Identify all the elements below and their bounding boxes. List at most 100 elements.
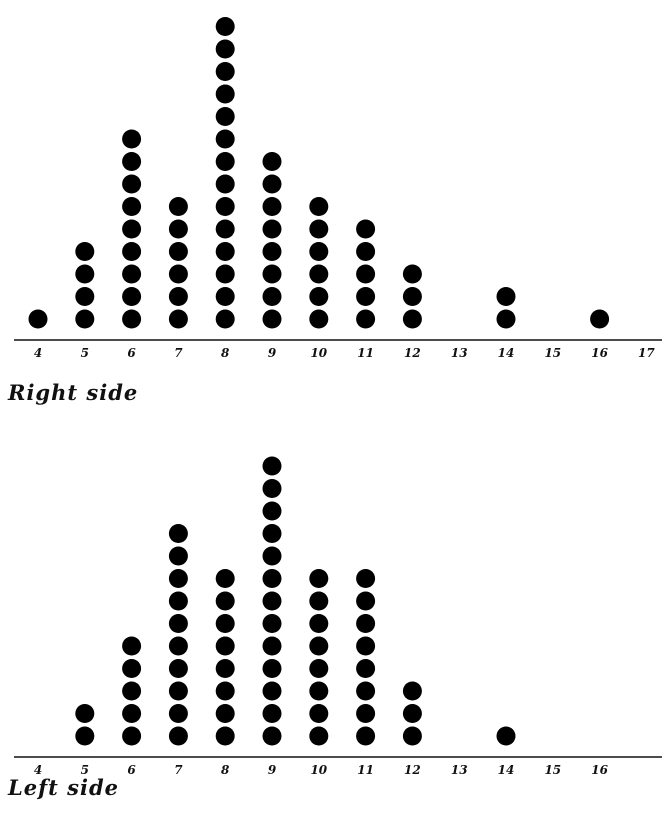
data-point — [262, 242, 282, 261]
data-point — [262, 152, 282, 171]
x-tick-label: 16 — [591, 763, 608, 777]
data-point — [262, 264, 282, 284]
data-point — [402, 704, 422, 723]
right-side-plot: 4 5 6 7 8 9 10 11 12 13 14 15 16 17 — [14, 17, 662, 360]
x-tick-label: 4 — [34, 346, 42, 360]
x-tick-label: 5 — [81, 763, 89, 777]
data-point — [262, 197, 282, 216]
data-point — [122, 242, 142, 261]
x-tick-label: 12 — [404, 763, 421, 777]
x-tick-label: 9 — [268, 346, 277, 360]
x-tick-label: 6 — [127, 346, 136, 360]
data-point — [262, 591, 282, 611]
x-tick-label: 13 — [451, 763, 468, 777]
data-point — [122, 287, 142, 306]
left-side-chart: 4 5 6 7 8 9 10 11 12 13 14 15 16 Left side — [0, 440, 662, 829]
data-point — [122, 264, 142, 284]
data-point — [215, 704, 235, 723]
x-tick-label: 14 — [498, 763, 515, 777]
data-point — [262, 219, 282, 239]
data-point — [309, 569, 329, 588]
data-point — [309, 636, 329, 656]
x-tick-label: 13 — [451, 346, 468, 360]
data-point — [75, 242, 95, 261]
data-point — [75, 287, 95, 306]
data-point — [168, 591, 188, 611]
data-point — [122, 309, 142, 329]
data-point — [496, 287, 516, 306]
data-point — [356, 591, 376, 611]
data-point — [356, 726, 376, 746]
data-point — [215, 242, 235, 261]
data-point — [168, 242, 188, 261]
data-point — [215, 264, 235, 284]
data-point — [309, 309, 329, 329]
x-tick-label: 12 — [404, 346, 421, 360]
x-tick-label: 9 — [268, 763, 277, 777]
data-point — [356, 287, 376, 306]
left-side-title: Left side — [8, 775, 120, 800]
data-point — [168, 681, 188, 701]
right-side-chart: 4 5 6 7 8 9 10 11 12 13 14 15 16 17 Right side — [0, 0, 662, 410]
data-point — [168, 659, 188, 678]
x-tick-label: 11 — [357, 346, 374, 360]
x-tick-label: 14 — [498, 346, 515, 360]
data-point — [122, 726, 142, 746]
data-point — [309, 287, 329, 306]
x-tick-label: 15 — [544, 346, 561, 360]
data-point — [168, 569, 188, 588]
left-side-plot: 4 5 6 7 8 9 10 11 12 13 14 15 16 — [14, 456, 662, 777]
x-tick-label: 15 — [544, 763, 561, 777]
data-point — [215, 287, 235, 306]
x-tick-label: 6 — [127, 763, 136, 777]
data-point — [356, 569, 376, 588]
data-point — [262, 501, 282, 521]
data-point — [262, 546, 282, 566]
data-point — [309, 242, 329, 261]
data-point — [309, 726, 329, 746]
data-point — [309, 681, 329, 701]
data-point — [356, 219, 376, 239]
x-tick-label: 10 — [310, 346, 327, 360]
data-point — [356, 681, 376, 701]
data-point — [262, 524, 282, 543]
data-point — [168, 219, 188, 239]
data-point — [75, 726, 95, 746]
data-point — [168, 264, 188, 284]
data-point — [215, 174, 235, 194]
data-point — [309, 264, 329, 284]
data-point — [262, 569, 282, 588]
data-point — [122, 129, 142, 149]
x-tick-label: 7 — [174, 763, 183, 777]
data-point — [215, 636, 235, 656]
x-tick-label: 8 — [221, 346, 230, 360]
data-point — [262, 479, 282, 498]
x-tick-label: 16 — [591, 346, 608, 360]
data-point — [356, 242, 376, 261]
data-point — [262, 287, 282, 306]
data-point — [75, 704, 95, 723]
data-point — [262, 681, 282, 701]
x-tick-label: 4 — [34, 763, 42, 777]
data-point — [262, 614, 282, 633]
data-point — [262, 704, 282, 723]
x-tick-label: 17 — [638, 346, 655, 360]
data-point — [215, 152, 235, 171]
x-tick-label: 7 — [174, 346, 183, 360]
data-point — [215, 129, 235, 149]
x-tick-label: 10 — [310, 763, 327, 777]
data-point — [122, 704, 142, 723]
data-point — [402, 309, 422, 329]
data-point — [215, 219, 235, 239]
data-point — [168, 636, 188, 656]
data-point — [215, 39, 235, 59]
data-point — [75, 264, 95, 284]
data-point — [122, 174, 142, 194]
data-point — [262, 636, 282, 656]
data-point — [215, 84, 235, 104]
data-point — [215, 17, 235, 36]
data-point — [168, 287, 188, 306]
data-point — [356, 659, 376, 678]
right-side-title: Right side — [8, 380, 139, 405]
data-point — [215, 681, 235, 701]
